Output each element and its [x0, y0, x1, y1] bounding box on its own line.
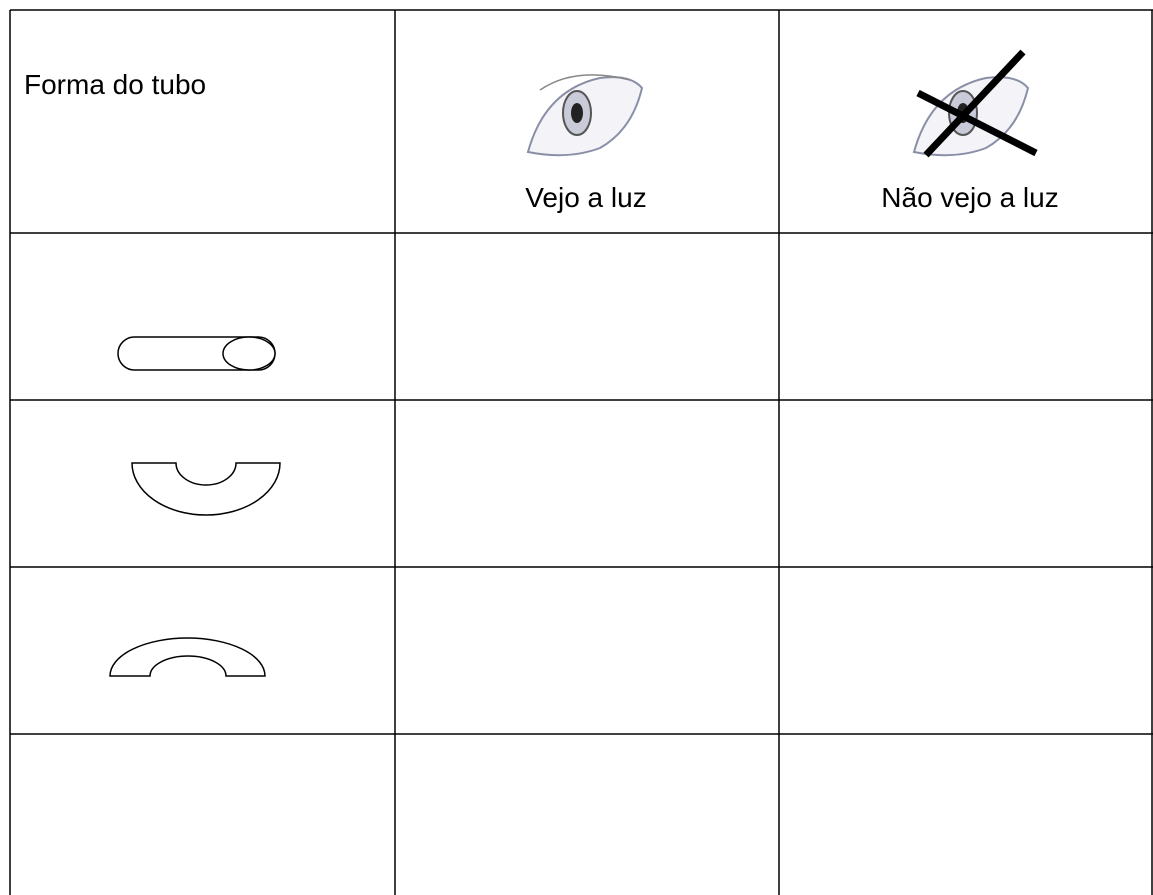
eye-crossed-icon: [912, 49, 1038, 158]
eye-icon: [526, 74, 644, 157]
header-cell: Não vejo a luz: [881, 182, 1058, 213]
table-grid: [9, 9, 1153, 895]
header-cell: Vejo a luz: [525, 182, 646, 213]
cross-line: [923, 49, 1026, 158]
header-cell: Forma do tubo: [24, 69, 206, 100]
straight-tube: [117, 336, 276, 371]
arch-tube: [109, 637, 266, 677]
cross-line: [916, 89, 1038, 157]
u-tube: [131, 462, 281, 516]
